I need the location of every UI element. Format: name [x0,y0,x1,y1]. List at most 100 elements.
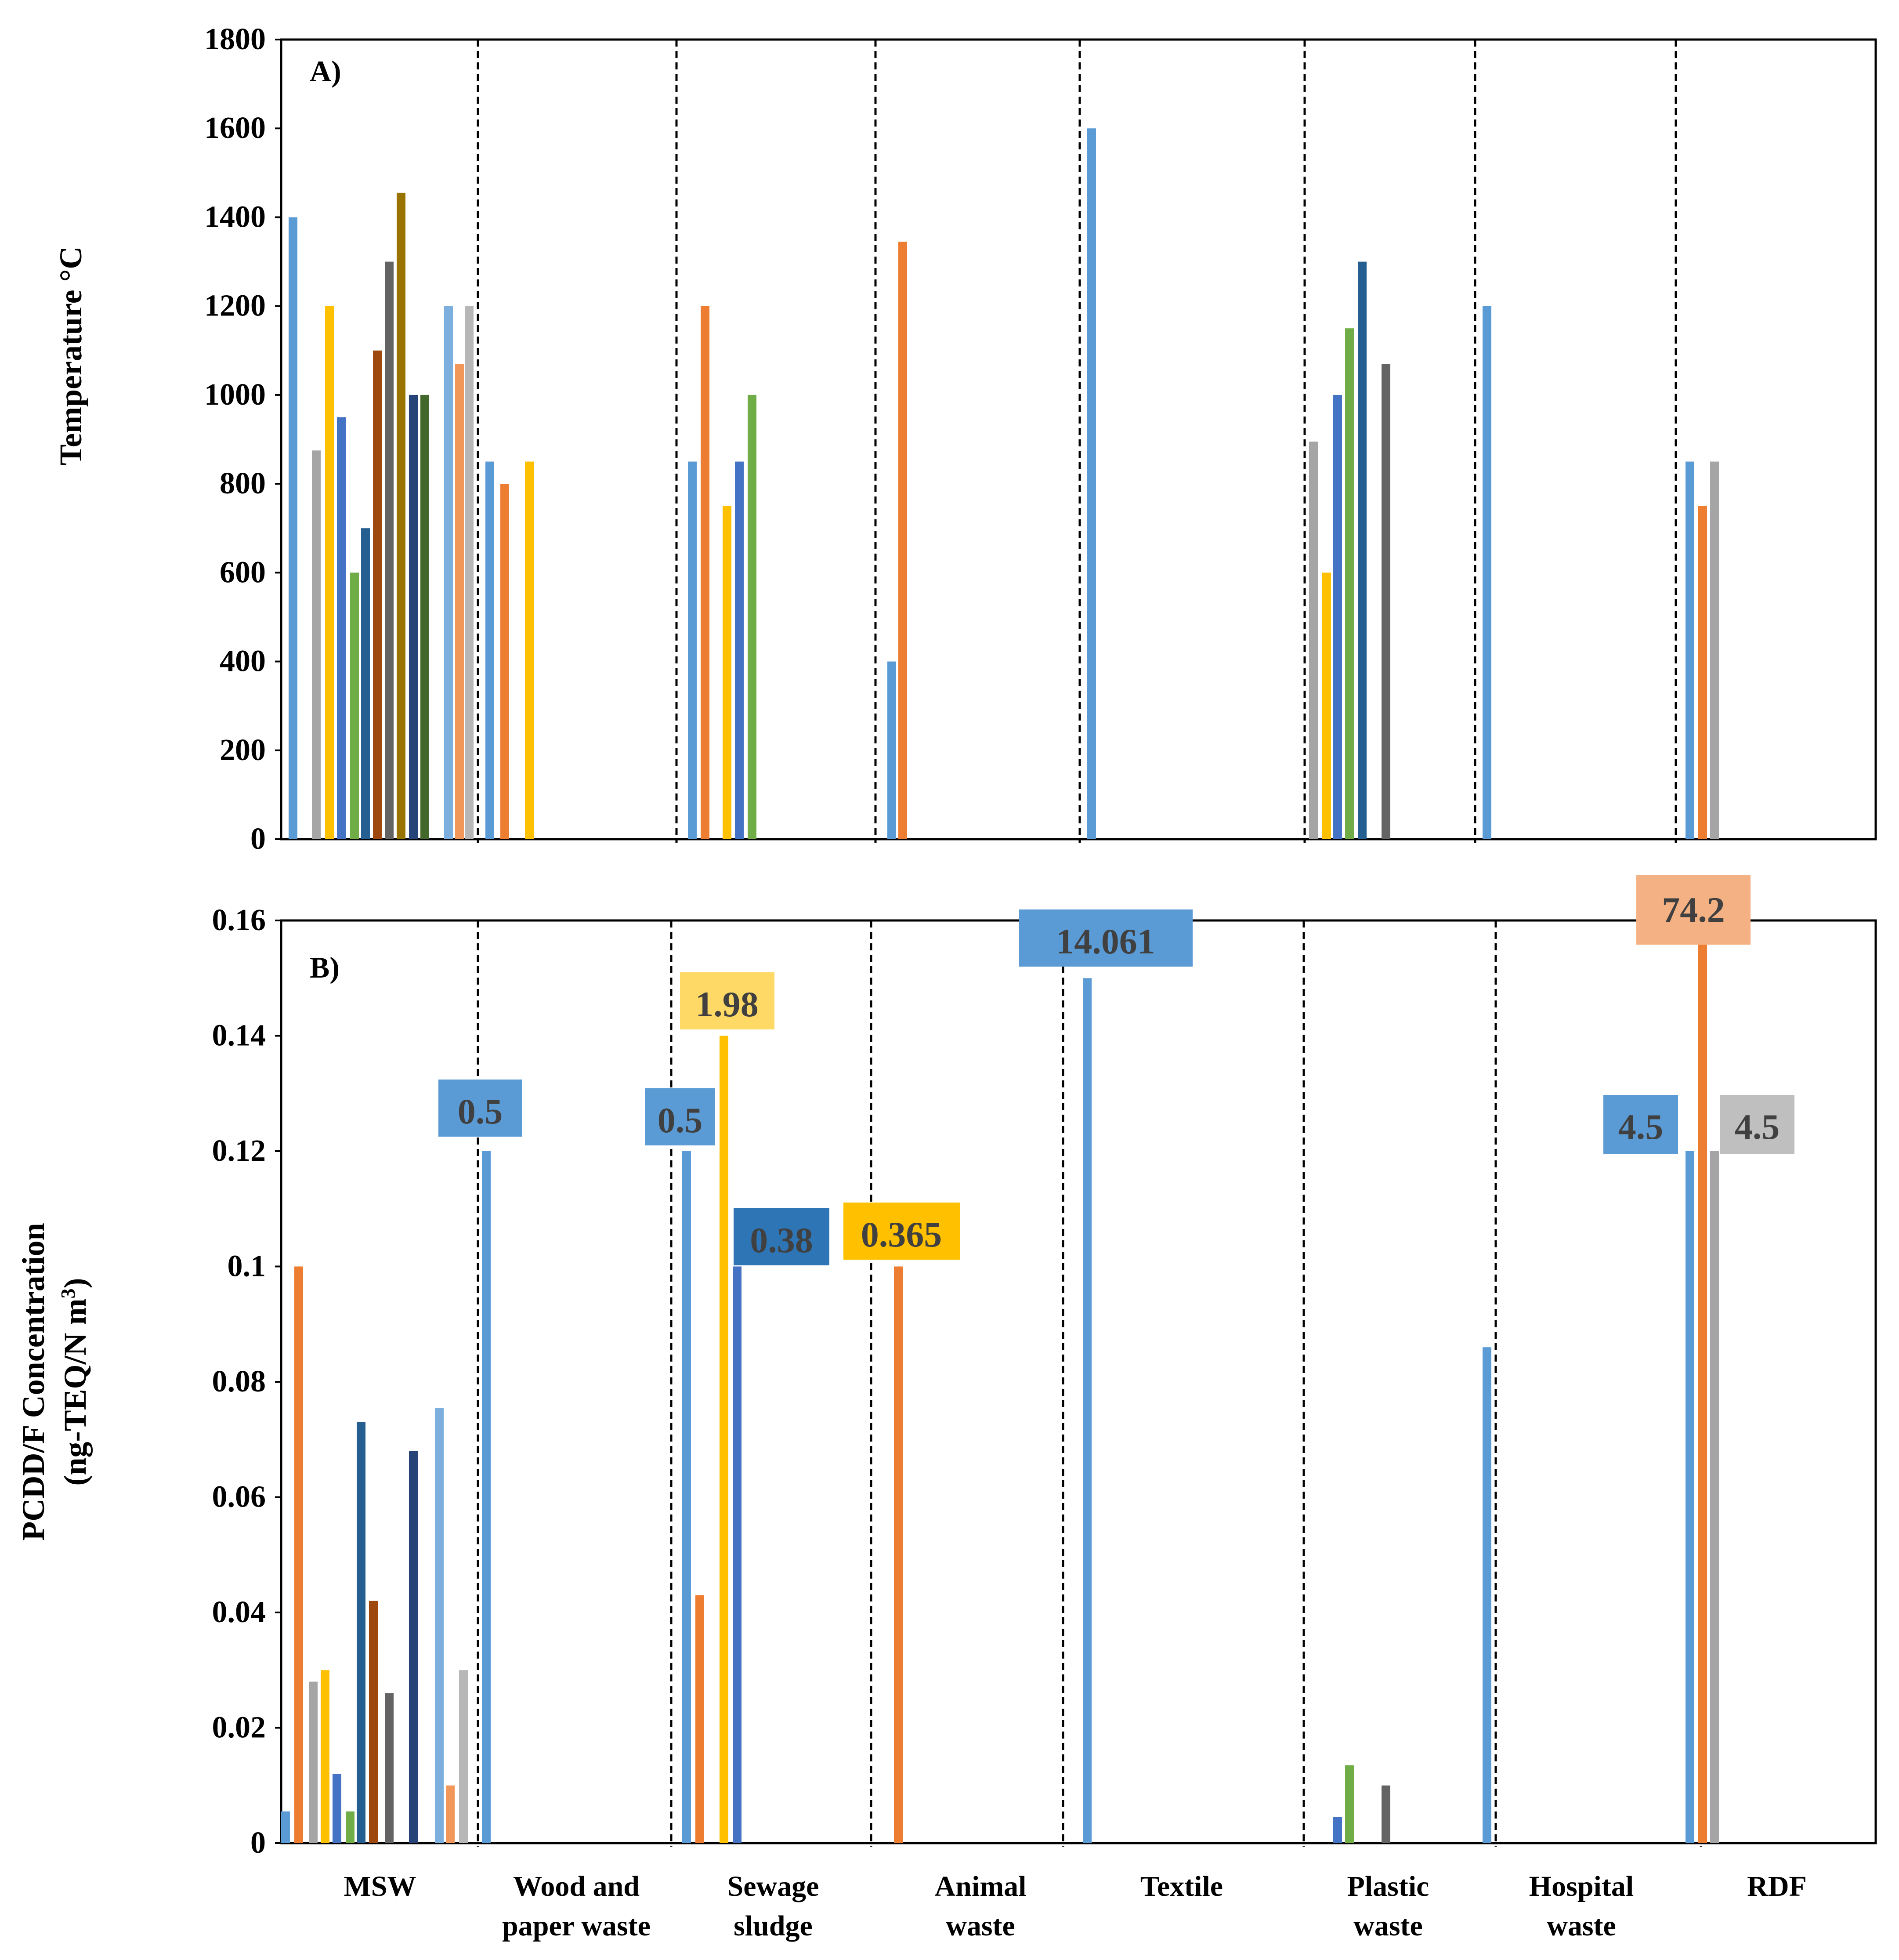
pcdd-callout-box [438,1080,522,1137]
pcdd-callout-label: 1.98 [695,984,759,1024]
temperature-y-tick-label: 1200 [204,289,266,323]
pcdd-bar [1083,978,1092,1843]
pcdd-callout-box [1636,875,1751,945]
temperature-bar [1345,328,1354,840]
pcdd-y-tick-label: 0.16 [212,903,266,937]
pcdd-callout-label: 0.5 [458,1091,503,1131]
pcdd-y-axis-label-line1: PCDD/F Concentration [16,1223,51,1540]
temperature-y-tick-label: 1600 [204,111,266,145]
temperature-bar [1358,261,1367,839]
temperature-y-tick-label: 1000 [204,378,266,412]
category-label: Wood and [513,1870,640,1902]
pcdd-bars [281,920,1719,1843]
temperature-bar [688,461,697,839]
pcdd-bar [1710,1151,1719,1843]
pcdd-plot-area [280,919,1877,1844]
pcdd-bar [682,1151,691,1843]
temperature-bar [1710,461,1719,839]
pcdd-bar [1333,1817,1342,1843]
pcdd-bar [720,1036,728,1843]
pcdd-callout-box [645,1088,715,1145]
temperature-category-dividers [477,40,1677,843]
pcdd-bar [435,1408,444,1843]
pcdd-y-axis-label-line2: (ng-TEQ/N m3) [57,1278,93,1485]
pcdd-callout-label: 74.2 [1662,890,1725,930]
pcdd-callouts: 0.5 0.5 1.98 0.38 0.365 14.061 74.2 4.5 4.5 [438,875,1794,1265]
temperature-bar [1309,442,1318,839]
temperature-y-tick-label: 0 [250,822,266,856]
temperature-bar [312,450,321,839]
temperature-bar [1322,572,1331,839]
temperature-panel-label: A) [310,54,341,88]
temperature-y-tick-label: 600 [220,555,266,589]
temperature-bar [525,461,534,839]
temperature-bar [397,192,405,839]
temperature-y-tick-label: 800 [220,467,266,500]
temperature-bar [1686,461,1694,839]
category-label: Sewage [727,1870,819,1902]
category-label: Plastic [1347,1870,1429,1902]
category-label: Textile [1140,1870,1223,1902]
pcdd-bar [294,1266,303,1843]
pcdd-y-tick-label: 0.06 [212,1480,266,1514]
pcdd-y-axis-label: PCDD/F Concentration (ng-TEQ/N m3) [16,1223,93,1540]
category-label: Hospital [1529,1870,1634,1902]
category-label: RDF [1747,1870,1807,1902]
temperature-bar [385,261,394,839]
pcdd-bar [1483,1347,1491,1843]
category-label: MSW [344,1870,416,1902]
temperature-y-ticks: 0 200 400 600 800 1000 1200 1400 1600 1800 [204,22,281,856]
pcdd-bar [385,1693,394,1843]
temperature-bar [1382,364,1390,839]
category-label: paper waste [502,1910,651,1942]
temperature-y-tick-label: 1800 [204,22,266,56]
temperature-bar [289,217,297,839]
pcdd-bar [695,1595,704,1843]
temperature-bar [337,417,346,839]
pcdd-y-ticks: 0 0.02 0.04 0.06 0.08 0.1 0.12 0.14 0.16 [212,903,281,1860]
pcdd-bar [1686,1151,1694,1843]
temperature-bar [373,350,382,839]
category-label: waste [1353,1910,1423,1942]
pcdd-callout-box [1019,909,1193,967]
temperature-bar [350,572,359,839]
pcdd-bar [733,1266,742,1843]
temperature-y-tick-label: 400 [220,645,266,678]
temperature-y-tick-label: 1400 [204,200,266,234]
pcdd-bar [333,1774,341,1843]
temperature-bar [898,242,907,839]
temperature-plot-area [280,38,1877,841]
pcdd-callout-label: 14.061 [1056,921,1155,961]
pcdd-callout-box [680,972,774,1029]
pcdd-bar [482,1151,491,1843]
pcdd-chart: B) PCDD/F Concentration (ng-TEQ/N m3) 00… [16,875,1877,1942]
category-labels: MSW Wood and paper waste Sewage sludge Animal… [344,1870,1807,1942]
pcdd-callout-label: 0.5 [658,1100,703,1140]
pcdd-y-axis-unit-close: ) [58,1278,93,1288]
pcdd-y-tick-label: 0.02 [212,1711,266,1745]
category-label: waste [1547,1910,1616,1942]
temperature-bar [748,395,756,839]
temperature-y-tick-label: 200 [220,733,266,767]
temperature-bar [465,306,474,839]
temperature-bar [361,528,370,839]
pcdd-callout-label: 0.365 [861,1214,942,1254]
pcdd-y-axis-unit-sup: 3 [57,1288,79,1298]
temperature-bar [1333,395,1342,839]
category-label: sludge [734,1910,813,1942]
pcdd-callout-label: 4.5 [1735,1107,1780,1147]
pcdd-y-tick-label: 0.1 [228,1250,266,1283]
pcdd-bar [446,1785,455,1843]
temperature-bar [409,395,418,839]
temperature-bar [485,461,494,839]
temperature-bar [887,661,896,839]
pcdd-bar [309,1681,318,1843]
pcdd-callout-label: 0.38 [750,1220,813,1260]
pcdd-y-tick-label: 0.04 [212,1595,266,1629]
pcdd-bar [1698,920,1707,1843]
temperature-bar [500,484,509,839]
temperature-bar [455,364,464,839]
temperature-chart: A) Temperature °C 0 200 400 600 800 1000 1200 1… [53,22,1877,856]
pcdd-callout-box [1603,1095,1678,1154]
